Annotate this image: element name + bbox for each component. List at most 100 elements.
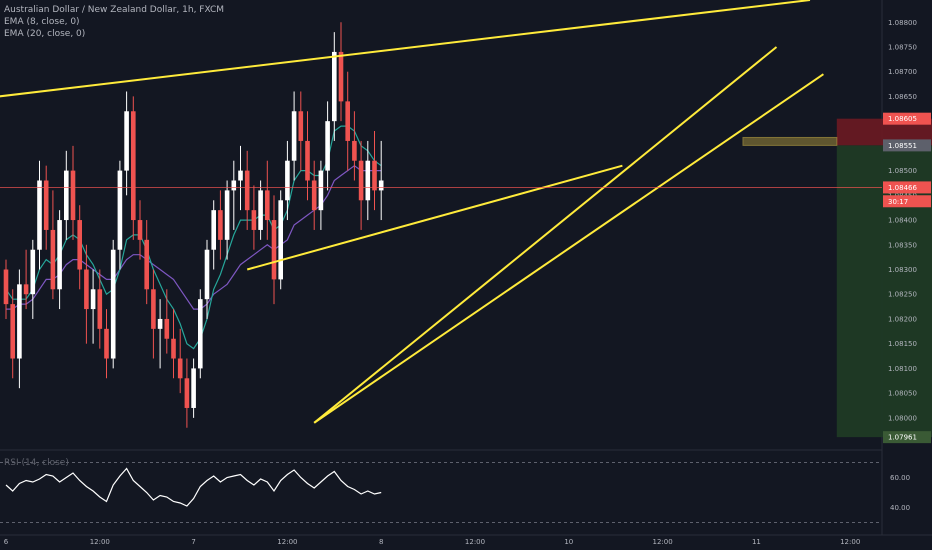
candle — [50, 190, 56, 300]
candle-body — [177, 358, 183, 379]
candle — [238, 145, 243, 211]
chart-legend: Australian Dollar / New Zealand Dollar, … — [4, 4, 224, 40]
candle-body — [117, 170, 123, 250]
price-tag-bg — [883, 431, 931, 444]
candle-body — [97, 289, 103, 329]
price-tag-label: 1.08551 — [888, 142, 917, 150]
candle-body — [77, 220, 82, 270]
candle-body — [184, 378, 190, 408]
ema8-line — [5, 125, 382, 350]
candle-body — [164, 318, 170, 339]
candle — [291, 91, 297, 181]
candle-body — [244, 170, 250, 211]
price-tick-label: 1.08350 — [888, 241, 917, 249]
candle — [318, 160, 324, 230]
candle-body — [298, 111, 304, 141]
candle-body — [137, 220, 143, 240]
candle — [325, 101, 330, 191]
candle — [258, 180, 263, 240]
candle — [57, 210, 62, 310]
candle — [77, 205, 82, 290]
price-tag: 30:17 — [883, 195, 931, 208]
candle — [23, 249, 29, 310]
candle — [17, 269, 22, 389]
candle-body — [204, 249, 210, 300]
trendline — [313, 73, 824, 424]
price-axis: 1.088001.087501.087001.086501.086001.085… — [883, 19, 931, 444]
price-tick-label: 1.08700 — [888, 68, 917, 76]
price-tick-label: 1.08100 — [888, 365, 917, 373]
ema8-series — [5, 125, 382, 350]
candle-body — [151, 289, 156, 329]
candle-body — [311, 180, 317, 211]
candle-body — [110, 249, 116, 359]
candle — [171, 309, 176, 379]
time-tick-label: 8 — [379, 538, 383, 546]
candle — [177, 328, 183, 394]
candle-body — [345, 101, 350, 141]
candle-body — [238, 170, 243, 181]
candle-body — [131, 111, 136, 221]
candle-body — [37, 180, 42, 250]
candle — [117, 160, 123, 270]
candle-body — [57, 220, 62, 290]
candle — [231, 160, 237, 230]
candle-body — [104, 328, 109, 359]
time-tick-label: 12:00 — [840, 538, 860, 546]
candle-body — [231, 180, 237, 191]
candle — [271, 195, 277, 305]
candle — [372, 131, 377, 211]
candle — [198, 289, 203, 379]
candle-body — [171, 338, 176, 359]
candle — [70, 145, 76, 240]
candle — [305, 111, 310, 201]
candle — [3, 259, 9, 319]
time-tick-label: 6 — [4, 538, 9, 546]
candle — [285, 140, 290, 221]
candle — [184, 358, 190, 428]
candle — [204, 239, 210, 319]
candle-body — [191, 368, 196, 408]
candle — [164, 289, 170, 354]
candle-body — [157, 318, 163, 329]
price-tick-label: 1.08500 — [888, 167, 917, 175]
candle — [365, 140, 371, 221]
candle-body — [265, 190, 270, 221]
take-profit-zone — [836, 145, 932, 438]
candle-body — [124, 111, 129, 171]
candle-body — [305, 140, 310, 181]
price-tick-label: 1.08800 — [888, 19, 917, 27]
candle — [224, 180, 230, 260]
time-tick-label: 10 — [564, 538, 573, 546]
candles — [3, 22, 384, 428]
candle-body — [318, 170, 324, 211]
candle — [358, 140, 364, 230]
candle — [30, 239, 36, 319]
rsi-tick-label: 40.00 — [890, 504, 910, 512]
candle — [191, 358, 196, 418]
price-tag: 1.07961 — [883, 431, 931, 444]
candle — [265, 160, 270, 240]
rsi-legend: RSI (14, close) — [4, 458, 69, 468]
candle-body — [332, 51, 337, 122]
ema20-legend: EMA (20, close, 0) — [4, 29, 86, 39]
price-tag: 1.08466 — [883, 181, 931, 194]
candle-body — [3, 269, 9, 305]
candle — [84, 244, 89, 344]
trendlines[interactable] — [0, 0, 932, 452]
candle-body — [258, 190, 263, 230]
time-axis: 612:00712:00812:001012:001112:001212:001… — [4, 538, 861, 546]
price-tag-label: 1.07961 — [888, 434, 917, 442]
candle — [311, 160, 317, 230]
candle — [338, 22, 344, 122]
candle — [137, 200, 143, 260]
breakout-box — [742, 136, 838, 146]
price-tag-label: 30:17 — [888, 198, 908, 206]
candle — [97, 269, 103, 349]
candle-body — [278, 200, 283, 280]
candle-body — [43, 180, 49, 230]
ema8-legend: EMA (8, close, 0) — [4, 17, 80, 27]
price-tick-label: 1.08750 — [888, 43, 917, 51]
candle — [124, 91, 129, 196]
